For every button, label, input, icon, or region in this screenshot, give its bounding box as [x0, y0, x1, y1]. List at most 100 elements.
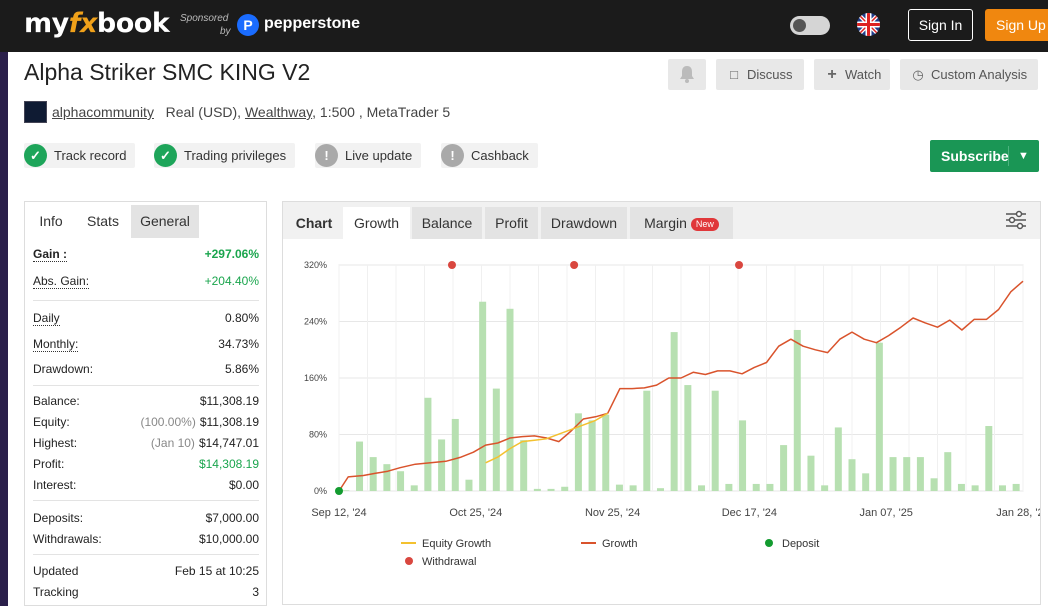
- abs-gain-label[interactable]: Abs. Gain:: [33, 274, 90, 289]
- legend-deposit-swatch: [765, 539, 773, 547]
- updated-value: Feb 15 at 10:25: [174, 564, 259, 578]
- subscribe-label: Subscribe: [941, 148, 1009, 164]
- legend-withdrawal-label: Withdrawal: [422, 556, 476, 568]
- bar: [356, 441, 364, 491]
- chart-tabs: Chart Growth Balance Profit Drawdown Mar…: [283, 202, 1040, 239]
- bar: [492, 388, 500, 491]
- withdrawal-point: [570, 261, 579, 269]
- withdrawals-row: Withdrawals: $10,000.00: [33, 532, 259, 548]
- bar: [342, 490, 350, 491]
- chart-tabs-label: Chart: [295, 215, 333, 231]
- growth-line: [338, 280, 1024, 492]
- notify-bell-button[interactable]: [668, 59, 706, 90]
- check-icon: ✓: [154, 144, 177, 167]
- new-badge: New: [690, 218, 719, 231]
- gain-row: Gain : +297.06%: [33, 247, 259, 263]
- x-tick-label: Sep 12, '24: [311, 507, 366, 519]
- sliders-settings-icon[interactable]: [1005, 210, 1027, 230]
- bar: [561, 486, 569, 491]
- logo-fx: fx: [68, 8, 98, 39]
- sign-up-button[interactable]: Sign Up: [985, 9, 1048, 41]
- pepperstone-icon[interactable]: P: [237, 14, 259, 36]
- owner-avatar[interactable]: [24, 101, 47, 123]
- daily-row: Daily 0.80%: [33, 311, 259, 327]
- track-record-badge[interactable]: ✓ Track record: [24, 143, 136, 168]
- trading-privileges-badge[interactable]: ✓ Trading privileges: [154, 143, 296, 168]
- bar: [643, 390, 651, 491]
- account-info-line: alphacommunity Real (USD), Wealthway, 1:…: [52, 104, 450, 120]
- monthly-label[interactable]: Monthly:: [33, 337, 79, 352]
- tab-info[interactable]: Info: [28, 205, 74, 238]
- sign-in-button[interactable]: Sign In: [908, 9, 973, 41]
- theme-toggle-knob-icon: [793, 19, 806, 32]
- x-tick-label: Oct 25, '24: [449, 507, 502, 519]
- stats-panel: Info Stats General Gain : +297.06% Abs. G…: [24, 201, 267, 606]
- growth-chart[interactable]: 0% 80% 160% 240% 320% Sep 12, '24 Oct 25, '24 N…: [283, 240, 1040, 604]
- withdrawals-value: $10,000.00: [198, 532, 259, 546]
- bar: [670, 332, 678, 491]
- drawdown-row: Drawdown: 5.86%: [33, 362, 259, 378]
- bar: [588, 420, 596, 491]
- bar: [615, 484, 623, 491]
- sponsored-by-text: by: [220, 26, 231, 37]
- chevron-down-icon[interactable]: ▼: [1018, 150, 1029, 162]
- bar: [971, 485, 979, 491]
- gain-label[interactable]: Gain :: [33, 247, 68, 262]
- watch-label: Watch: [845, 67, 882, 82]
- x-tick-label: Jan 28, '25: [996, 507, 1040, 519]
- clock-icon: ◷: [912, 67, 924, 82]
- bar: [479, 301, 487, 491]
- profit-label: Profit:: [33, 457, 65, 471]
- updated-row: Updated Feb 15 at 10:25: [33, 564, 259, 580]
- owner-link[interactable]: alphacommunity: [52, 104, 154, 120]
- custom-analysis-button[interactable]: ◷ Custom Analysis: [900, 59, 1038, 90]
- bar: [780, 445, 788, 491]
- tab-balance[interactable]: Balance: [412, 207, 482, 239]
- tab-general[interactable]: General: [131, 205, 199, 238]
- daily-label[interactable]: Daily: [33, 311, 60, 326]
- tab-margin[interactable]: Margin New: [630, 207, 733, 239]
- y-tick-label: 0%: [314, 486, 327, 496]
- sponsor-name[interactable]: pepperstone: [264, 15, 361, 32]
- subscribe-button[interactable]: Subscribe ▼: [930, 140, 1039, 172]
- bell-icon: [680, 66, 694, 83]
- watch-button[interactable]: + Watch: [814, 59, 890, 90]
- y-tick-label: 320%: [304, 260, 327, 270]
- tab-stats[interactable]: Stats: [78, 205, 128, 238]
- sponsored-text: Sponsored: [180, 13, 229, 24]
- discuss-button[interactable]: □ Discuss: [716, 59, 804, 90]
- equity-growth-line: [485, 412, 609, 464]
- highest-value: $14,747.01: [198, 436, 259, 450]
- uk-flag-icon[interactable]: [857, 13, 880, 36]
- y-tick-label: 80%: [309, 430, 327, 440]
- divider: [33, 500, 259, 501]
- theme-toggle[interactable]: [790, 16, 830, 35]
- chat-icon: □: [730, 67, 738, 82]
- bar: [574, 413, 582, 491]
- tab-drawdown[interactable]: Drawdown: [541, 207, 627, 239]
- x-tick-label: Jan 07, '25: [859, 507, 912, 519]
- divider: [33, 554, 259, 555]
- profit-value: $14,308.19: [198, 457, 259, 471]
- track-record-label: Track record: [54, 148, 127, 163]
- bar: [656, 488, 664, 491]
- cashback-badge[interactable]: ! Cashback: [441, 143, 538, 168]
- x-tick-label: Dec 17, '24: [722, 507, 777, 519]
- account-type: Real (USD),: [165, 104, 242, 120]
- bar: [533, 488, 541, 491]
- myfxbook-logo[interactable]: myfxbook: [24, 8, 170, 39]
- bar: [465, 479, 473, 491]
- tab-growth[interactable]: Growth: [343, 207, 410, 239]
- daily-value: 0.80%: [224, 311, 259, 325]
- tracking-value: 3: [252, 585, 259, 599]
- broker-link[interactable]: Wealthway: [244, 104, 313, 120]
- tab-profit[interactable]: Profit: [485, 207, 538, 239]
- withdrawals-label: Withdrawals:: [33, 532, 102, 546]
- bar: [711, 390, 719, 491]
- monthly-row: Monthly: 34.73%: [33, 337, 259, 353]
- bar: [834, 427, 842, 491]
- check-icon: ✓: [24, 144, 47, 167]
- balance-row: Balance: $11,308.19: [33, 394, 259, 410]
- equity-value: $11,308.19: [199, 415, 259, 429]
- live-update-badge[interactable]: ! Live update: [315, 143, 422, 168]
